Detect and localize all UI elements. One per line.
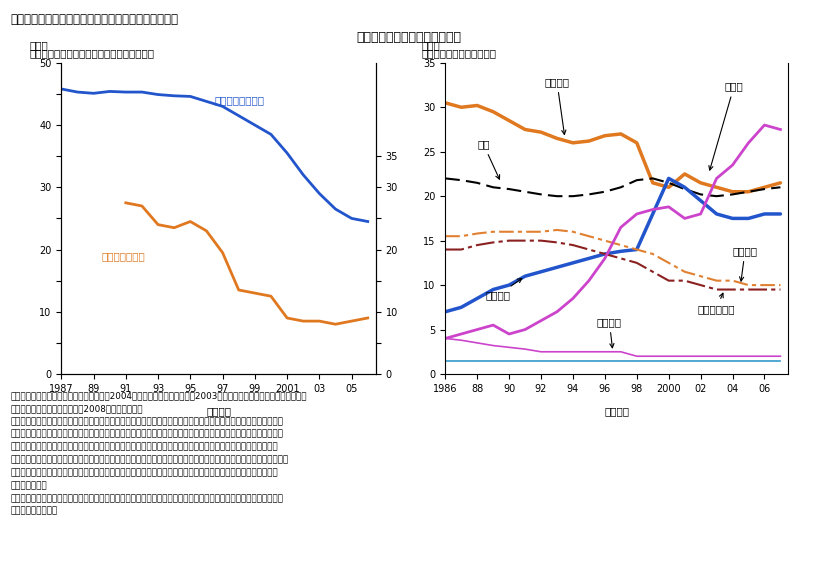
Text: 株式持合い比率: 株式持合い比率 [101,251,145,261]
Text: 外国人: 外国人 [709,82,743,170]
Text: （２）株式所有構造の推移: （２）株式所有構造の推移 [422,48,496,58]
Text: 生・損保: 生・損保 [733,246,757,281]
Text: 株式持合い比率の低下が進んだ: 株式持合い比率の低下が進んだ [356,31,461,45]
Text: （％）: （％） [29,41,48,50]
Text: （備考）１．（株）ニッセイ基礎研究所（2004）「株式持ち合い状況調査2003年度版」、東京証券取引所「株式分布
　　　　　状況調査」、伊藤（2008）により作: （備考）１．（株）ニッセイ基礎研究所（2004）「株式持ち合い状況調査2003年… [11,391,307,516]
Text: 個人: 個人 [477,139,500,179]
Text: 証券会社: 証券会社 [597,317,622,348]
Text: 安定保有株式比率: 安定保有株式比率 [215,95,265,105]
Text: 都銀・地銀等: 都銀・地銀等 [698,293,735,314]
Text: 第２－４－２図　安定株主比率と株式所有構造の変化: 第２－４－２図 安定株主比率と株式所有構造の変化 [11,13,179,26]
Text: （１）安定保有株式比率及び株式持合い比率: （１）安定保有株式比率及び株式持合い比率 [29,48,154,58]
Text: 信託銀行: 信託銀行 [485,279,522,300]
Text: （年度）: （年度） [605,407,629,416]
Text: （年度）: （年度） [206,407,231,416]
Text: （％）: （％） [422,41,440,50]
Text: 事業法人: 事業法人 [544,77,569,134]
